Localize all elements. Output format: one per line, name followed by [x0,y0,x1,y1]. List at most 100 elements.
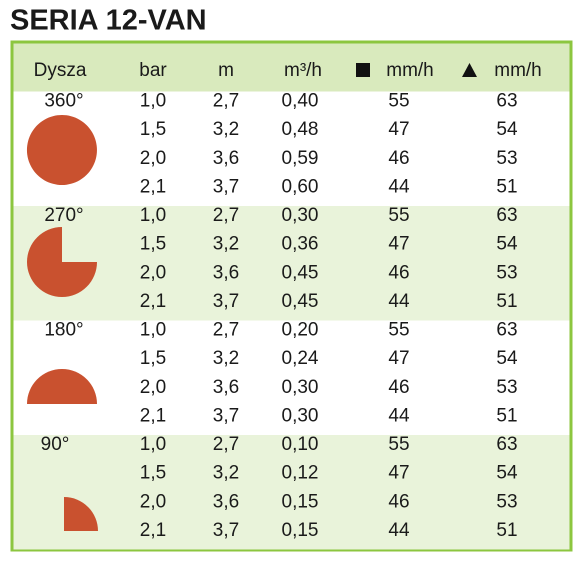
column-header: bar [139,60,167,81]
cell: 53 [496,262,517,283]
cell: 55 [388,320,409,341]
cell: 2,0 [140,148,166,169]
cell: 44 [388,177,410,198]
cell: 0,30 [282,377,319,398]
cell: 3,6 [213,262,239,283]
cell: 51 [496,177,517,198]
cell: 0,30 [282,205,319,226]
nozzle-label: 270° [44,205,83,226]
shape-360 [26,115,97,185]
cell: 53 [496,491,517,512]
cell: 44 [388,291,410,312]
cell: 0,30 [282,406,319,427]
cell: 63 [496,91,517,112]
cell: 54 [496,119,518,140]
cell: 0,15 [282,491,319,512]
column-header: mm/h [494,60,542,81]
cell: 53 [496,148,517,169]
cell: 0,45 [282,291,319,312]
cell: 3,7 [213,520,239,541]
cell: 2,1 [140,291,166,312]
header-bg [13,43,570,92]
cell: 1,5 [140,234,166,255]
column-header: mm/h [386,60,434,81]
cell: 2,1 [140,406,166,427]
cell: 1,5 [140,463,166,484]
cell: 46 [388,491,409,512]
cell: 55 [388,205,409,226]
cell: 2,1 [140,520,166,541]
cell: 0,45 [282,262,319,283]
cell: 46 [388,148,409,169]
cell: 55 [388,434,409,455]
nozzle-label: 90° [41,434,70,455]
cell: 2,7 [213,320,239,341]
cell: 2,7 [213,434,239,455]
cell: 3,2 [213,463,239,484]
nozzle-label: 360° [44,91,83,112]
cell: 3,7 [213,177,239,198]
shape-270 [27,227,97,297]
cell: 3,2 [213,234,239,255]
cell: 3,7 [213,291,239,312]
cell: 54 [496,463,518,484]
cell: 2,0 [140,377,166,398]
cell: 63 [496,205,517,226]
cell: 0,20 [282,320,319,341]
cell: 0,59 [282,148,319,169]
cell: 1,0 [140,320,166,341]
title: SERIA 12-VAN [10,5,207,37]
cell: 3,6 [213,377,239,398]
cell: 0,40 [282,91,319,112]
cell: 2,7 [213,91,239,112]
nozzle-label: 180° [44,320,83,341]
cell: 2,0 [140,262,166,283]
cell: 2,0 [140,491,166,512]
shape-180 [27,369,97,404]
shape-90 [64,497,98,531]
group-bg [13,435,570,550]
cell: 1,0 [140,91,166,112]
cell: 3,6 [213,148,239,169]
cell: 1,0 [140,434,166,455]
cell: 1,0 [140,205,166,226]
cell: 0,15 [282,520,319,541]
cell: 53 [496,377,517,398]
cell: 1,5 [140,119,166,140]
cell: 3,2 [213,348,239,369]
cell: 47 [388,348,409,369]
column-header: Dysza [34,60,87,81]
cell: 2,7 [213,205,239,226]
column-header: m³/h [284,60,322,81]
cell: 47 [388,234,409,255]
group-bg [13,206,570,321]
cell: 0,12 [282,463,319,484]
column-header: m [218,60,234,81]
cell: 3,6 [213,491,239,512]
cell: 44 [388,520,410,541]
cell: 0,10 [282,434,319,455]
cell: 47 [388,463,409,484]
cell: 51 [496,291,517,312]
cell: 47 [388,119,409,140]
cell: 63 [496,320,517,341]
cell: 63 [496,434,517,455]
cell: 0,24 [282,348,319,369]
cell: 1,5 [140,348,166,369]
cell: 0,36 [282,234,319,255]
cell: 0,60 [282,177,319,198]
cell: 3,7 [213,406,239,427]
cell: 54 [496,234,518,255]
square-icon [356,63,370,77]
cell: 0,48 [282,119,319,140]
cell: 55 [388,91,409,112]
cell: 2,1 [140,177,166,198]
cell: 51 [496,406,517,427]
cell: 3,2 [213,119,239,140]
cell: 44 [388,406,410,427]
cell: 54 [496,348,518,369]
cell: 46 [388,262,409,283]
triangle-icon [462,63,477,77]
cell: 51 [496,520,517,541]
